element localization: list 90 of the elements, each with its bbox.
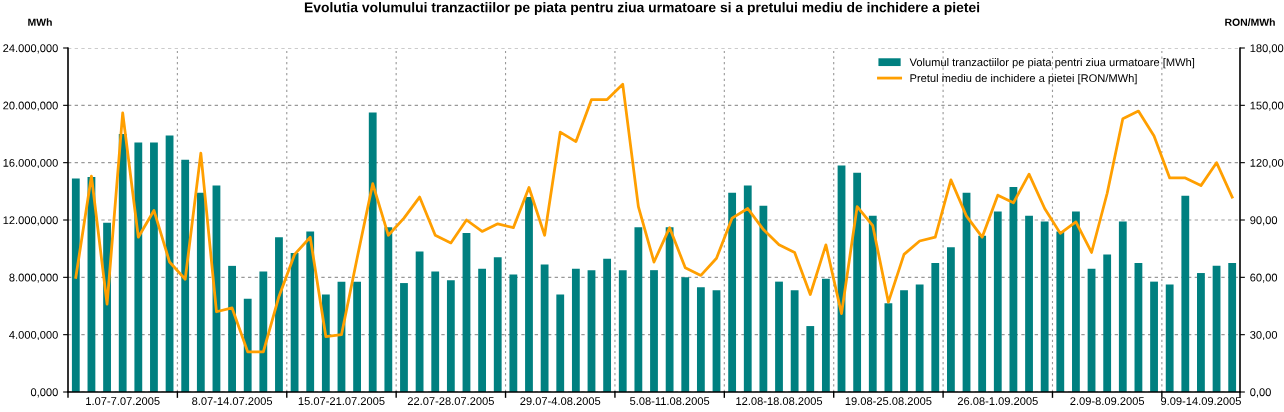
x-tick-label: 8.07-14.07.2005 (192, 397, 273, 406)
y-tick-label: 4.000,000 (9, 330, 58, 341)
bar (1181, 195, 1190, 392)
bar (321, 294, 330, 392)
x-tick-label: 15.07-21.07.2005 (298, 397, 385, 406)
x-tick-label: 19.08-25.08.2005 (845, 397, 932, 406)
bar (228, 265, 236, 392)
bar (181, 159, 190, 392)
bar (900, 290, 908, 392)
bar (759, 205, 768, 392)
bar (743, 185, 752, 392)
bar (915, 284, 924, 392)
y-tick-label: 8.000,000 (9, 273, 58, 283)
x-tick-label: 2.09-8.09.2005 (1070, 397, 1145, 406)
x-tick-label: 1.07-7.07.2005 (86, 397, 160, 406)
bar (1165, 284, 1174, 392)
bar (775, 281, 783, 392)
y2-tick-label: 60,00 (1250, 273, 1278, 283)
bar (681, 277, 690, 392)
y2-tick-label: 120,00 (1250, 158, 1284, 169)
bar (1072, 211, 1080, 392)
y2-tick-label: 30,00 (1250, 330, 1278, 341)
bar (1118, 221, 1127, 392)
bar (806, 326, 815, 392)
bar (525, 197, 533, 392)
bar (493, 257, 502, 392)
x-tick-label: 9.09-14.09.2005 (1160, 397, 1241, 406)
bar (1025, 215, 1033, 392)
bar (696, 287, 705, 392)
x-tick-label: 5.08-11.08.2005 (630, 397, 710, 406)
bar (415, 251, 424, 392)
bar (243, 298, 252, 392)
y-axis-title: MWh (28, 18, 52, 26)
bar (650, 270, 658, 392)
bar (400, 283, 408, 392)
y-tick-label: 0,000 (30, 388, 58, 398)
bar (978, 235, 987, 392)
bar (306, 231, 315, 392)
bar (571, 268, 580, 392)
bar (1150, 281, 1158, 392)
bar (431, 271, 440, 392)
bar (665, 227, 674, 392)
bar (868, 215, 877, 392)
y2-tick-label: 0,00 (1250, 388, 1271, 398)
bar (540, 264, 549, 392)
y-tick-label: 16.000,000 (3, 158, 58, 169)
bar (1103, 254, 1112, 392)
bar (134, 142, 143, 392)
bar (603, 258, 612, 392)
bar (259, 271, 268, 392)
bar (196, 192, 205, 392)
bar (931, 263, 940, 392)
bar (1228, 263, 1237, 392)
legend-label: Volumul tranzactiilor pe piata pentri ziua urmatoare [MWh] (909, 58, 1195, 69)
y2-tick-label: 90,00 (1250, 216, 1278, 226)
bar (634, 227, 643, 392)
bar (618, 270, 627, 392)
bar (556, 294, 565, 392)
bar (478, 268, 487, 392)
y-tick-label: 12.000,000 (3, 216, 58, 226)
x-tick-label: 29.07-4.08.2005 (520, 397, 601, 406)
y2-axis-title: RON/MWh (1225, 18, 1275, 27)
bar (509, 274, 518, 392)
bar (1056, 231, 1065, 392)
y-tick-label: 20.000,000 (3, 101, 58, 111)
y2-tick-label: 150,00 (1250, 101, 1284, 111)
bar (446, 280, 455, 392)
bar (1197, 273, 1205, 392)
y-tick-label: 24.000,000 (3, 44, 58, 54)
bar (384, 227, 393, 392)
bar (947, 247, 955, 392)
bar (71, 178, 80, 392)
bar (821, 278, 830, 392)
bar (853, 172, 862, 392)
bar (368, 112, 377, 392)
bar (993, 211, 1002, 392)
bar (275, 237, 283, 392)
bar (884, 303, 893, 392)
y2-tick-label: 180,00 (1250, 44, 1284, 54)
bar (353, 281, 361, 392)
chart-title: Evolutia volumului tranzactiilor pe piata pentru ziua urmatoare si a pretului mediu de inchidere a pietei (304, 2, 980, 16)
bar (150, 142, 158, 392)
bar (1040, 221, 1049, 392)
bar (790, 290, 799, 392)
x-tick-label: 12.08-18.08.2005 (736, 397, 823, 406)
x-tick-label: 26.08-1.09.2005 (957, 397, 1038, 406)
legend-label: Pretul mediu de inchidere a pietei [RON/MWh] (910, 73, 1137, 85)
bar (118, 134, 127, 392)
x-tick-label: 22.07-28.07.2005 (407, 397, 494, 406)
bar (728, 192, 737, 392)
